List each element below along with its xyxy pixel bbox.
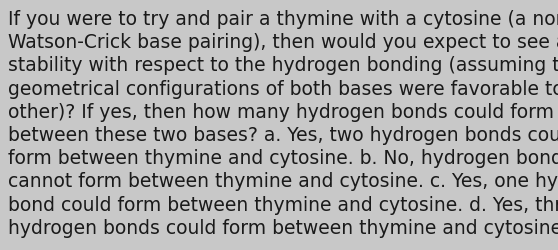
Text: between these two bases? a. Yes, two hydrogen bonds could: between these two bases? a. Yes, two hyd… [8,126,558,144]
Text: stability with respect to the hydrogen bonding (assuming the: stability with respect to the hydrogen b… [8,56,558,75]
Text: If you were to try and pair a thymine with a cytosine (a non: If you were to try and pair a thymine wi… [8,10,558,29]
Text: cannot form between thymine and cytosine. c. Yes, one hydrogen: cannot form between thymine and cytosine… [8,172,558,191]
Text: bond could form between thymine and cytosine. d. Yes, three: bond could form between thymine and cyto… [8,195,558,214]
Text: other)? If yes, then how many hydrogen bonds could form: other)? If yes, then how many hydrogen b… [8,102,554,121]
Text: form between thymine and cytosine. b. No, hydrogen bonds: form between thymine and cytosine. b. No… [8,148,558,168]
Text: Watson-Crick base pairing), then would you expect to see any: Watson-Crick base pairing), then would y… [8,33,558,52]
Text: geometrical configurations of both bases were favorable to each: geometrical configurations of both bases… [8,79,558,98]
Text: hydrogen bonds could form between thymine and cytosine.: hydrogen bonds could form between thymin… [8,218,558,237]
